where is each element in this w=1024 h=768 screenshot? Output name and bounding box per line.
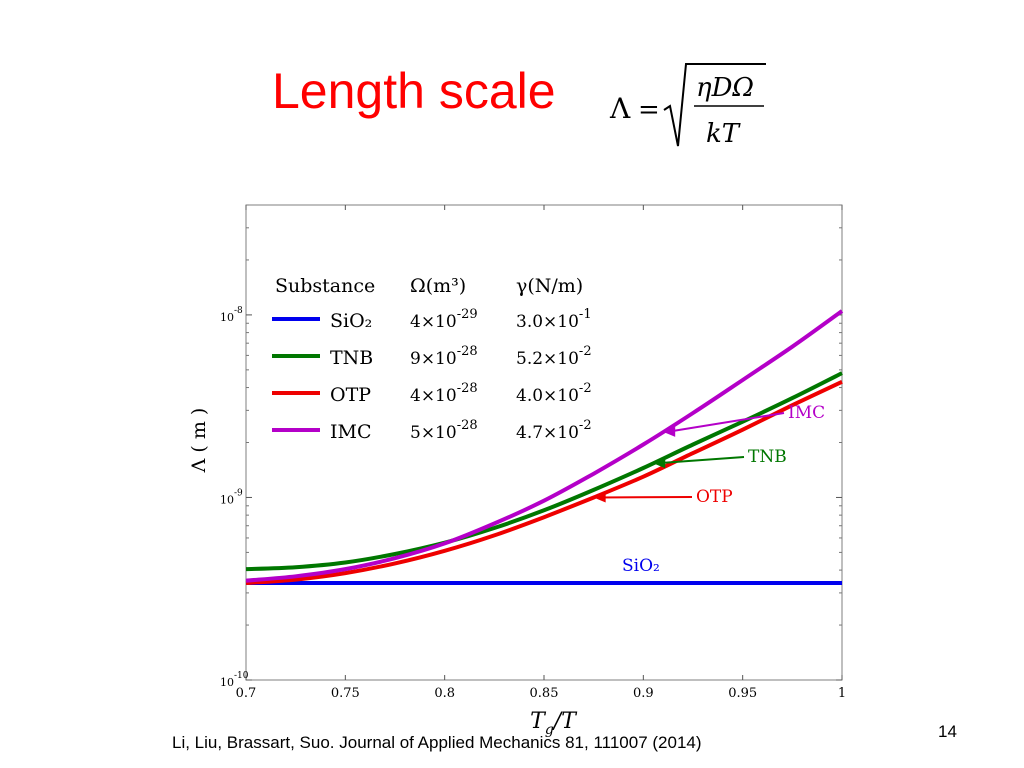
series-line-otp bbox=[245, 379, 843, 585]
x-tick-label: 0.95 bbox=[728, 686, 757, 701]
annotation-arrowhead bbox=[593, 492, 606, 503]
x-tick-label: 0.9 bbox=[633, 686, 654, 701]
annotation-arrow-tnb bbox=[657, 456, 745, 465]
x-tick-label: 0.75 bbox=[331, 686, 360, 701]
series-line-imc bbox=[245, 309, 844, 583]
y-axis-label: Λ ( m ) bbox=[188, 408, 210, 474]
x-ticks: 0.7 0.75 0.8 0.85 0.9 0.95 1 bbox=[236, 205, 846, 701]
legend-gamma: 4.7×10-2 bbox=[516, 418, 592, 443]
legend-header-gamma: γ(N/m) bbox=[516, 275, 583, 297]
y-tick-label: 10-8 bbox=[220, 306, 243, 324]
formula-numerator: ηDΩ bbox=[696, 73, 754, 103]
annotation-arrow-imc bbox=[667, 412, 785, 433]
x-tick-label: 0.8 bbox=[434, 686, 455, 701]
legend-gamma: 4.0×10-2 bbox=[516, 381, 592, 406]
x-tick-label: 0.85 bbox=[530, 686, 559, 701]
annotations: IMC TNB OTP SiO₂ bbox=[593, 403, 825, 576]
annotation-label-tnb: TNB bbox=[748, 447, 787, 467]
legend-substance: IMC bbox=[330, 421, 372, 443]
plot-area bbox=[245, 204, 843, 681]
legend-omega: 4×10-28 bbox=[410, 381, 478, 406]
legend-substance: SiO₂ bbox=[330, 310, 372, 332]
page-number: 14 bbox=[938, 722, 957, 741]
slide-title: Length scale bbox=[272, 63, 556, 119]
x-tick-label: 1 bbox=[838, 686, 846, 701]
legend-header-substance: Substance bbox=[275, 275, 375, 297]
legend-omega: 9×10-28 bbox=[410, 344, 478, 369]
formula-radical bbox=[663, 63, 766, 147]
annotation-arrowhead bbox=[653, 458, 666, 469]
series-line-tnb bbox=[245, 371, 843, 572]
formula-lhs: Λ bbox=[609, 92, 631, 125]
length-scale-formula: Λ = ηDΩ kT bbox=[609, 63, 766, 149]
annotation-label-imc: IMC bbox=[788, 403, 825, 423]
series-lines bbox=[245, 309, 844, 585]
legend: Substance Ω(m³) γ(N/m) SiO₂ 4×10-29 3.0×10-1 T… bbox=[272, 275, 592, 443]
legend-header-omega: Ω(m³) bbox=[410, 275, 466, 297]
formula-denominator: kT bbox=[706, 119, 741, 149]
citation: Li, Liu, Brassart, Suo. Journal of Appli… bbox=[172, 733, 702, 752]
y-tick-label: 10-9 bbox=[220, 488, 243, 506]
legend-omega: 5×10-28 bbox=[410, 418, 478, 443]
annotation-label-sio2: SiO₂ bbox=[622, 556, 660, 576]
legend-gamma: 3.0×10-1 bbox=[516, 307, 592, 332]
legend-omega: 4×10-29 bbox=[410, 307, 478, 332]
y-tick-label: 10-10 bbox=[220, 671, 249, 689]
x-tick-label: 0.7 bbox=[236, 686, 257, 701]
annotation-label-otp: OTP bbox=[696, 487, 733, 507]
x-axis-label: Tg/T bbox=[530, 709, 578, 738]
y-ticks: 10-8 10-9 10-10 bbox=[220, 204, 842, 689]
svg-text:Tg/T: Tg/T bbox=[530, 709, 578, 738]
legend-gamma: 5.2×10-2 bbox=[516, 344, 592, 369]
annotation-arrowhead bbox=[663, 426, 676, 437]
formula-equals: = bbox=[638, 95, 660, 125]
legend-substance: OTP bbox=[330, 384, 371, 406]
legend-substance: TNB bbox=[330, 347, 373, 369]
